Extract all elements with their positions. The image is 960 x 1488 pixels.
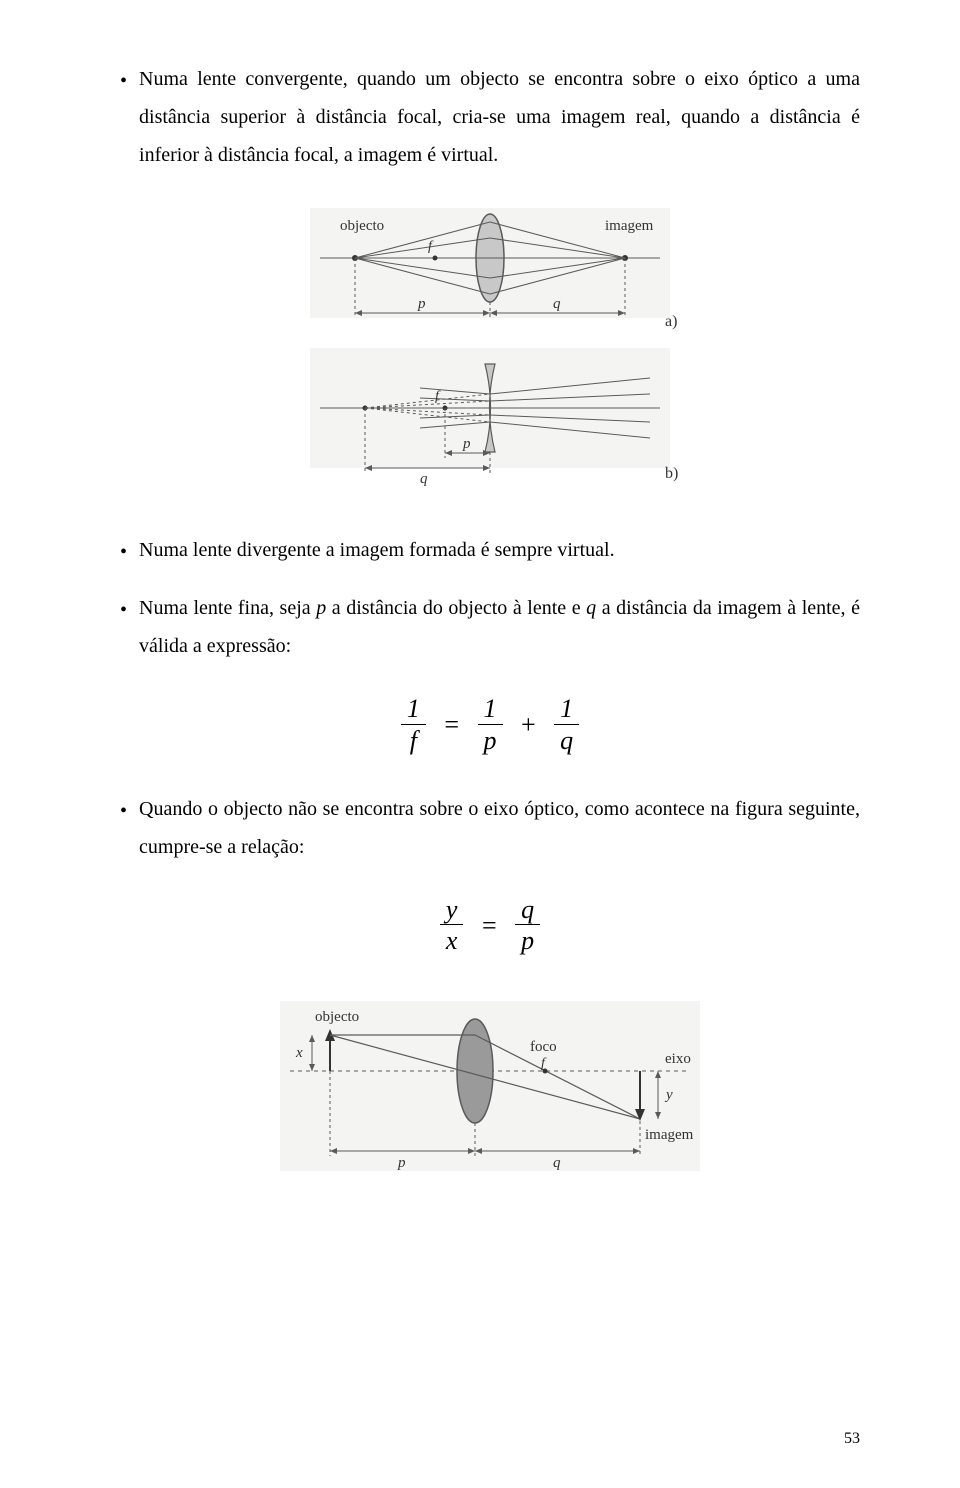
den-x: x — [440, 925, 464, 956]
para4-text: Quando o objecto não se encontra sobre o… — [139, 790, 860, 866]
ray-diagram-svg: objecto imagem f p q a) — [270, 198, 710, 498]
para3-mid1: a distância do objecto à lente e — [326, 597, 586, 619]
label-imagem2: imagem — [645, 1127, 694, 1143]
num-1b: 1 — [478, 695, 503, 725]
num-1: 1 — [401, 695, 426, 725]
para1-text: Numa lente convergente, quando um object… — [139, 60, 860, 174]
equals-sign-2: = — [476, 911, 503, 941]
para3-q: q — [586, 597, 596, 619]
bullet-dot: • — [120, 591, 127, 629]
label-p-a: p — [417, 296, 426, 312]
label-eixo: eixo — [665, 1051, 691, 1067]
frac-yx: y x — [440, 896, 464, 957]
label-y: y — [664, 1087, 673, 1103]
equation-2: y x = q p — [120, 896, 860, 957]
label-objecto-a: objecto — [340, 218, 384, 234]
para3-pre: Numa lente fina, seja — [139, 597, 316, 619]
num-q: q — [515, 896, 540, 926]
bullet-para-3: • Numa lente fina, seja p a distância do… — [120, 589, 860, 665]
frac-1f: 1 f — [401, 695, 426, 756]
num-1c: 1 — [554, 695, 579, 725]
equation-1: 1 f = 1 p + 1 q — [120, 695, 860, 756]
label-objecto2: objecto — [315, 1009, 359, 1025]
den-f: f — [401, 725, 426, 756]
figure-1: objecto imagem f p q a) — [120, 198, 860, 503]
para3-text: Numa lente fina, seja p a distância do o… — [139, 589, 860, 665]
bullet-dot: • — [120, 62, 127, 100]
frac-1p: 1 p — [478, 695, 503, 756]
bullet-dot: • — [120, 792, 127, 830]
page-number: 53 — [844, 1430, 860, 1448]
label-p-b: p — [462, 436, 471, 452]
para2-text: Numa lente divergente a imagem formada é… — [139, 531, 860, 569]
para3-p: p — [316, 597, 326, 619]
label-q-a: q — [553, 296, 561, 312]
bullet-dot: • — [120, 533, 127, 571]
label-q2: q — [553, 1155, 561, 1171]
label-x: x — [295, 1045, 303, 1061]
figure-2: objecto foco f eixo imagem x y p q — [120, 991, 860, 1196]
label-p2: p — [397, 1155, 406, 1171]
den-p: p — [515, 925, 540, 956]
plus-sign: + — [515, 710, 542, 740]
label-foco: foco — [530, 1039, 557, 1055]
label-imagem-a: imagem — [605, 218, 654, 234]
bullet-para-4: • Quando o objecto não se encontra sobre… — [120, 790, 860, 866]
frac-1q: 1 q — [554, 695, 579, 756]
equals-sign: = — [438, 710, 465, 740]
bullet-para-1: • Numa lente convergente, quando um obje… — [120, 60, 860, 174]
num-y: y — [440, 896, 464, 926]
bullet-para-2: • Numa lente divergente a imagem formada… — [120, 531, 860, 571]
label-a: a) — [665, 313, 677, 330]
den-q: q — [554, 725, 579, 756]
den-p: p — [478, 725, 503, 756]
frac-qp: q p — [515, 896, 540, 957]
lens-object-image-svg: objecto foco f eixo imagem x y p q — [260, 991, 720, 1191]
label-b: b) — [665, 465, 678, 482]
label-q-b: q — [420, 471, 428, 487]
